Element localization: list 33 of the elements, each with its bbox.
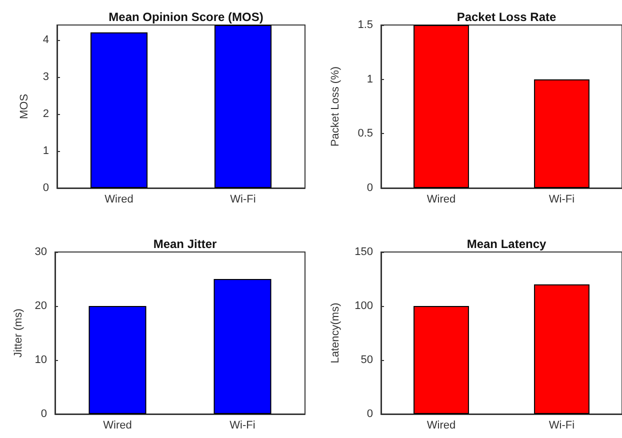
chart-title: Mean Jitter bbox=[153, 237, 217, 251]
y-axis-title: MOS bbox=[18, 94, 30, 120]
y-tick-label: 4 bbox=[42, 34, 49, 46]
x-tick-label: Wi-Fi bbox=[548, 194, 575, 206]
y-tick-label: 100 bbox=[354, 300, 373, 312]
y-tick-label: 10 bbox=[34, 354, 47, 366]
y-tick-label: 2 bbox=[42, 108, 49, 120]
x-tick-label: Wired bbox=[426, 420, 456, 432]
y-axis-title: Jitter (ms) bbox=[12, 308, 24, 358]
y-tick-label: 1 bbox=[42, 144, 49, 157]
chart-title: Mean Opinion Score (MOS) bbox=[108, 10, 264, 24]
x-tick-label: Wired bbox=[103, 420, 132, 432]
x-tick-label: Wi-Fi bbox=[230, 194, 256, 206]
y-tick-label: 20 bbox=[34, 300, 47, 312]
x-tick-label: Wired bbox=[426, 194, 456, 206]
y-tick-label: 1.5 bbox=[358, 19, 373, 31]
y-tick-label: 0 bbox=[40, 408, 47, 420]
y-tick-label: 0 bbox=[366, 182, 373, 194]
y-axis-title: Packet Loss (%) bbox=[330, 66, 342, 147]
y-tick-label: 0.5 bbox=[358, 128, 373, 140]
x-tick-label: Wi-Fi bbox=[230, 420, 256, 432]
chart-title: Packet Loss Rate bbox=[456, 10, 557, 24]
y-tick-label: 30 bbox=[34, 246, 47, 258]
y-tick-label: 0 bbox=[366, 408, 373, 420]
y-tick-label: 0 bbox=[42, 182, 49, 194]
y-axis-title: Latency(ms) bbox=[330, 302, 342, 364]
x-tick-label: Wired bbox=[104, 194, 134, 206]
x-tick-label: Wi-Fi bbox=[548, 420, 575, 432]
y-tick-label: 50 bbox=[360, 354, 373, 366]
y-tick-label: 3 bbox=[42, 70, 49, 83]
y-tick-label: 1 bbox=[366, 73, 373, 86]
chart-title: Mean Latency bbox=[466, 237, 547, 251]
y-tick-label: 150 bbox=[354, 246, 373, 258]
